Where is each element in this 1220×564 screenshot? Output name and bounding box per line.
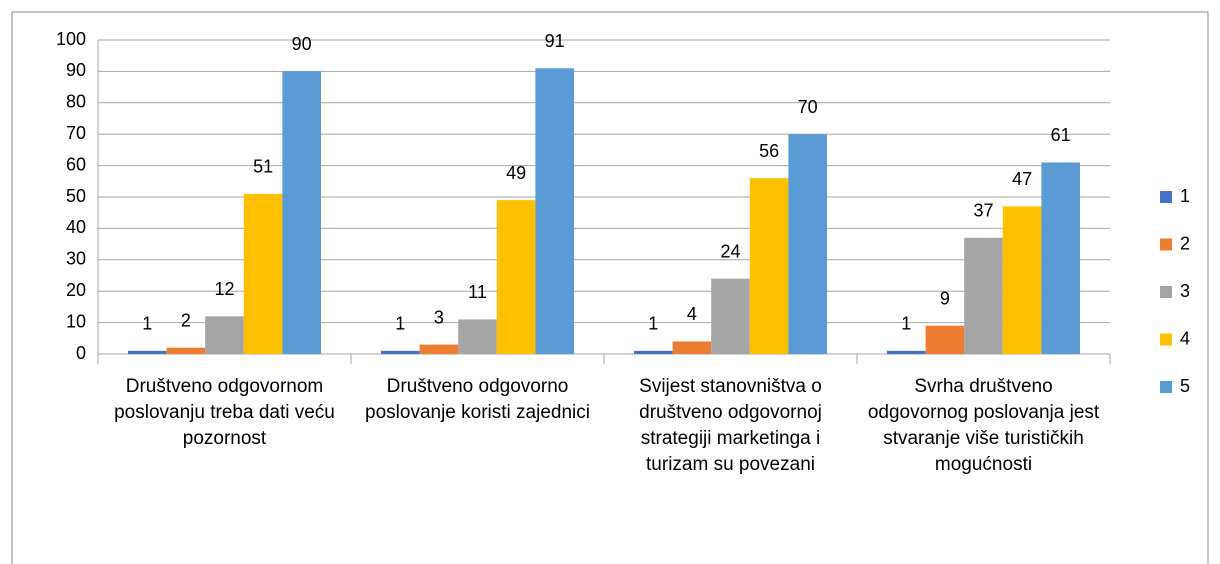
x-tick-label: Društveno odgovorno poslovanje koristi z… [365, 376, 590, 423]
data-label: 1 [395, 314, 405, 334]
data-label: 11 [468, 282, 487, 302]
data-label: 3 [434, 307, 444, 327]
data-label: 1 [648, 314, 658, 334]
y-tick-label: 40 [66, 217, 86, 237]
bar [458, 319, 497, 354]
data-label: 12 [214, 279, 234, 299]
bar [496, 200, 536, 354]
legend-label: 4 [1180, 328, 1190, 348]
data-label: 9 [940, 288, 950, 308]
data-label: 91 [545, 31, 565, 51]
data-label: 24 [720, 241, 740, 261]
legend-swatch [1160, 191, 1172, 203]
chart-border [11, 11, 1209, 564]
y-tick-label: 30 [66, 249, 86, 269]
bar [166, 347, 206, 354]
bar [419, 344, 459, 354]
bar [1002, 206, 1042, 354]
bar [282, 71, 321, 355]
y-tick-label: 60 [66, 154, 86, 174]
bar [749, 178, 789, 354]
legend-label: 5 [1180, 376, 1190, 396]
legend-swatch [1160, 286, 1172, 298]
legend-swatch [1160, 238, 1172, 251]
bar [887, 350, 926, 354]
x-tick-label: Svijest stanovništva o društveno odgovor… [639, 376, 822, 475]
y-tick-label: 100 [56, 29, 86, 49]
legend-label: 1 [1180, 186, 1190, 206]
y-tick-label: 10 [66, 311, 86, 331]
bar [634, 350, 673, 354]
legend-swatch [1160, 381, 1172, 393]
legend-swatch [1160, 333, 1172, 346]
y-tick-label: 80 [66, 92, 86, 112]
bar [381, 350, 420, 354]
data-label: 37 [973, 201, 993, 221]
data-label: 49 [506, 163, 526, 183]
data-label: 1 [901, 314, 911, 334]
bar [243, 193, 283, 354]
data-label: 70 [798, 97, 818, 117]
y-tick-label: 50 [66, 186, 86, 206]
data-label: 4 [687, 304, 697, 324]
x-tick-label: Svrha društveno odgovornog poslovanja je… [867, 376, 1100, 475]
bar [1041, 162, 1080, 354]
bar [535, 68, 574, 354]
y-tick-label: 90 [66, 60, 86, 80]
bar [964, 237, 1003, 354]
y-tick-label: 0 [76, 343, 86, 363]
data-label: 56 [759, 141, 779, 161]
bar [128, 350, 167, 354]
legend-label: 3 [1180, 281, 1190, 301]
bar [788, 134, 827, 354]
bar [672, 341, 712, 354]
bar [711, 278, 750, 354]
bar [205, 316, 244, 354]
legend-label: 2 [1180, 233, 1190, 253]
y-tick-label: 20 [66, 280, 86, 300]
data-label: 61 [1051, 125, 1071, 145]
y-tick-label: 70 [66, 123, 86, 143]
data-label: 1 [142, 314, 152, 334]
data-label: 51 [253, 157, 273, 177]
bar [925, 325, 965, 354]
data-label: 47 [1012, 169, 1032, 189]
x-tick-label: Društveno odgovornom poslovanju treba da… [114, 376, 335, 449]
data-label: 90 [292, 34, 312, 54]
data-label: 2 [181, 310, 191, 330]
